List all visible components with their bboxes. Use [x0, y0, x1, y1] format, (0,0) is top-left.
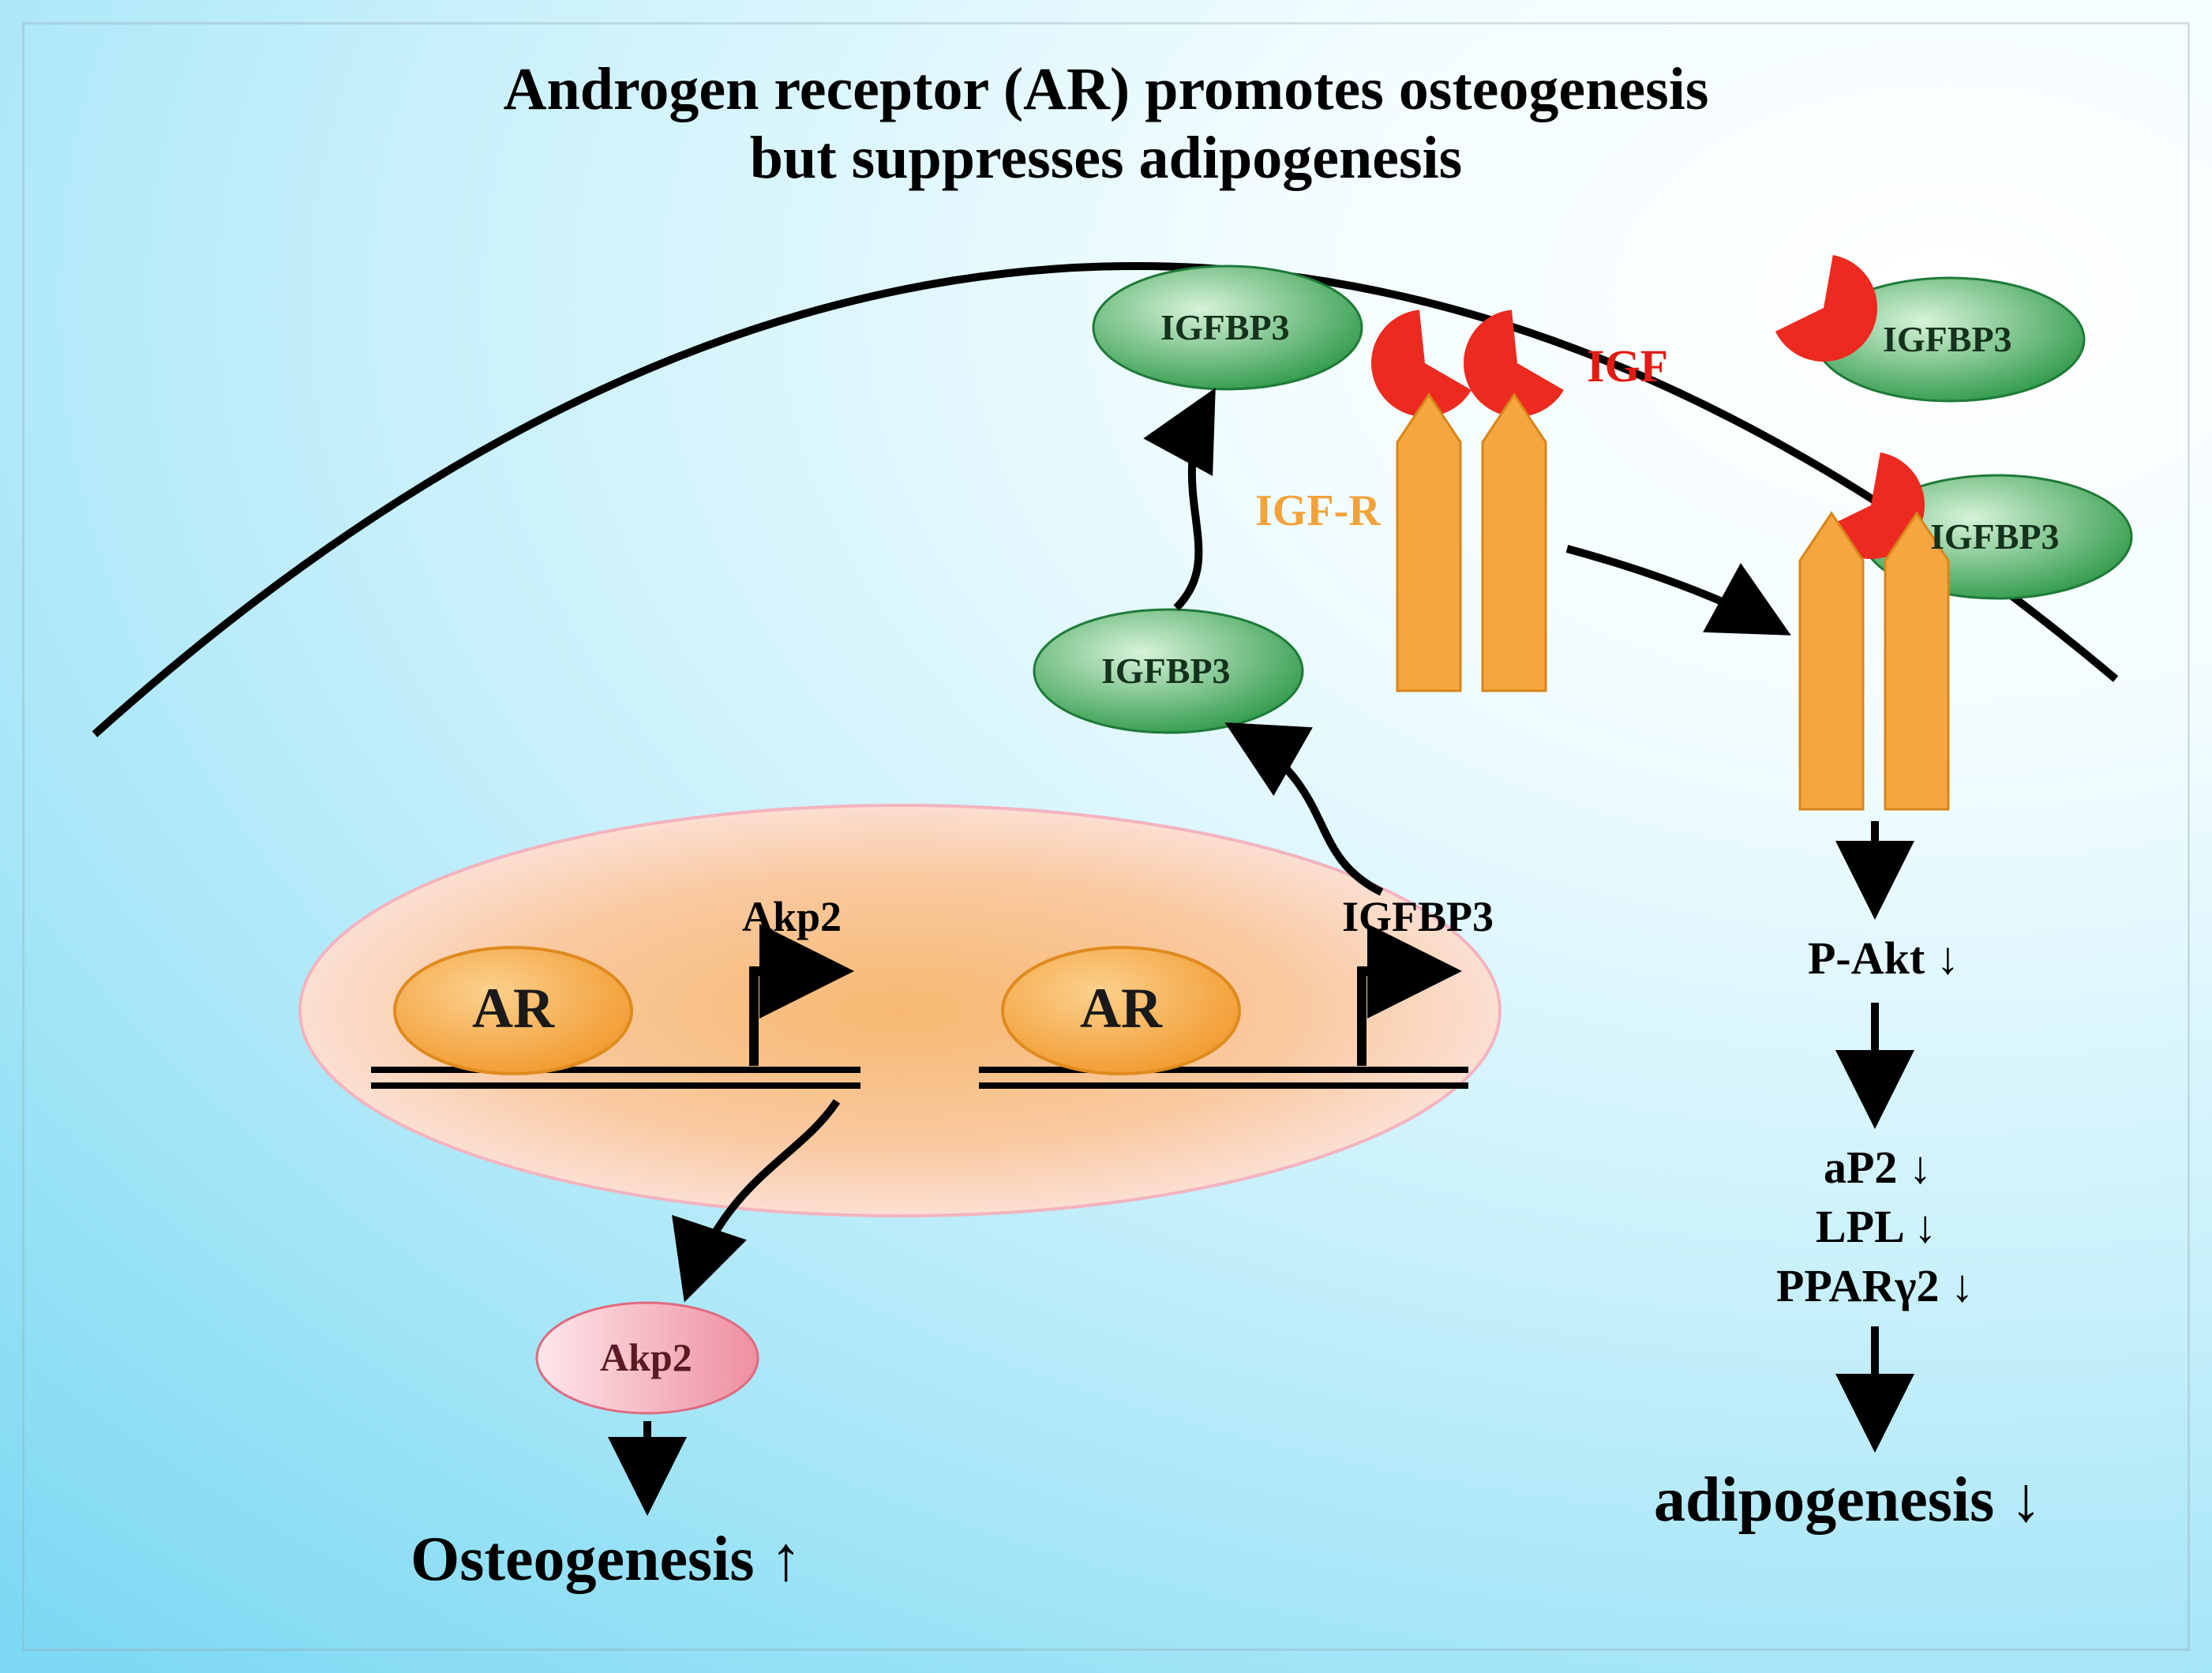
ap2-label: aP2 ↓ [1824, 1141, 1932, 1194]
igfbp3-top-label: IGFBP3 [1160, 306, 1290, 348]
ar-left-label: AR [472, 976, 554, 1041]
gene-igfbp3-label: IGFBP3 [1342, 892, 1494, 941]
pakt-label: P-Akt ↓ [1808, 932, 1959, 985]
akp2-protein-label: Akp2 [600, 1334, 692, 1380]
igfr-label: IGF-R [1255, 486, 1381, 536]
igf-receptor-left [1352, 298, 1585, 691]
osteogenesis-label: Osteogenesis ↑ [411, 1524, 802, 1596]
igfbp3-r2-label: IGFBP3 [1930, 516, 2060, 557]
arrow-receptor-to-receptor [1567, 549, 1784, 632]
pparg2-label: PPARγ2 ↓ [1776, 1259, 1974, 1312]
adipogenesis-label: adipogenesis ↓ [1654, 1465, 2041, 1536]
igf-label: IGF [1587, 339, 1668, 392]
igfbp3-r1-label: IGFBP3 [1883, 318, 2012, 360]
lpl-label: LPL ↓ [1816, 1200, 1936, 1253]
arrow-igfbp3-secretion [1176, 395, 1212, 608]
svg-layer [0, 0, 2212, 1673]
ar-right-label: AR [1080, 976, 1162, 1041]
diagram-canvas: Androgen receptor (AR) promotes osteogen… [0, 0, 2212, 1673]
gene-akp2-label: Akp2 [742, 892, 842, 941]
igfbp3-mid-label: IGFBP3 [1101, 650, 1231, 692]
